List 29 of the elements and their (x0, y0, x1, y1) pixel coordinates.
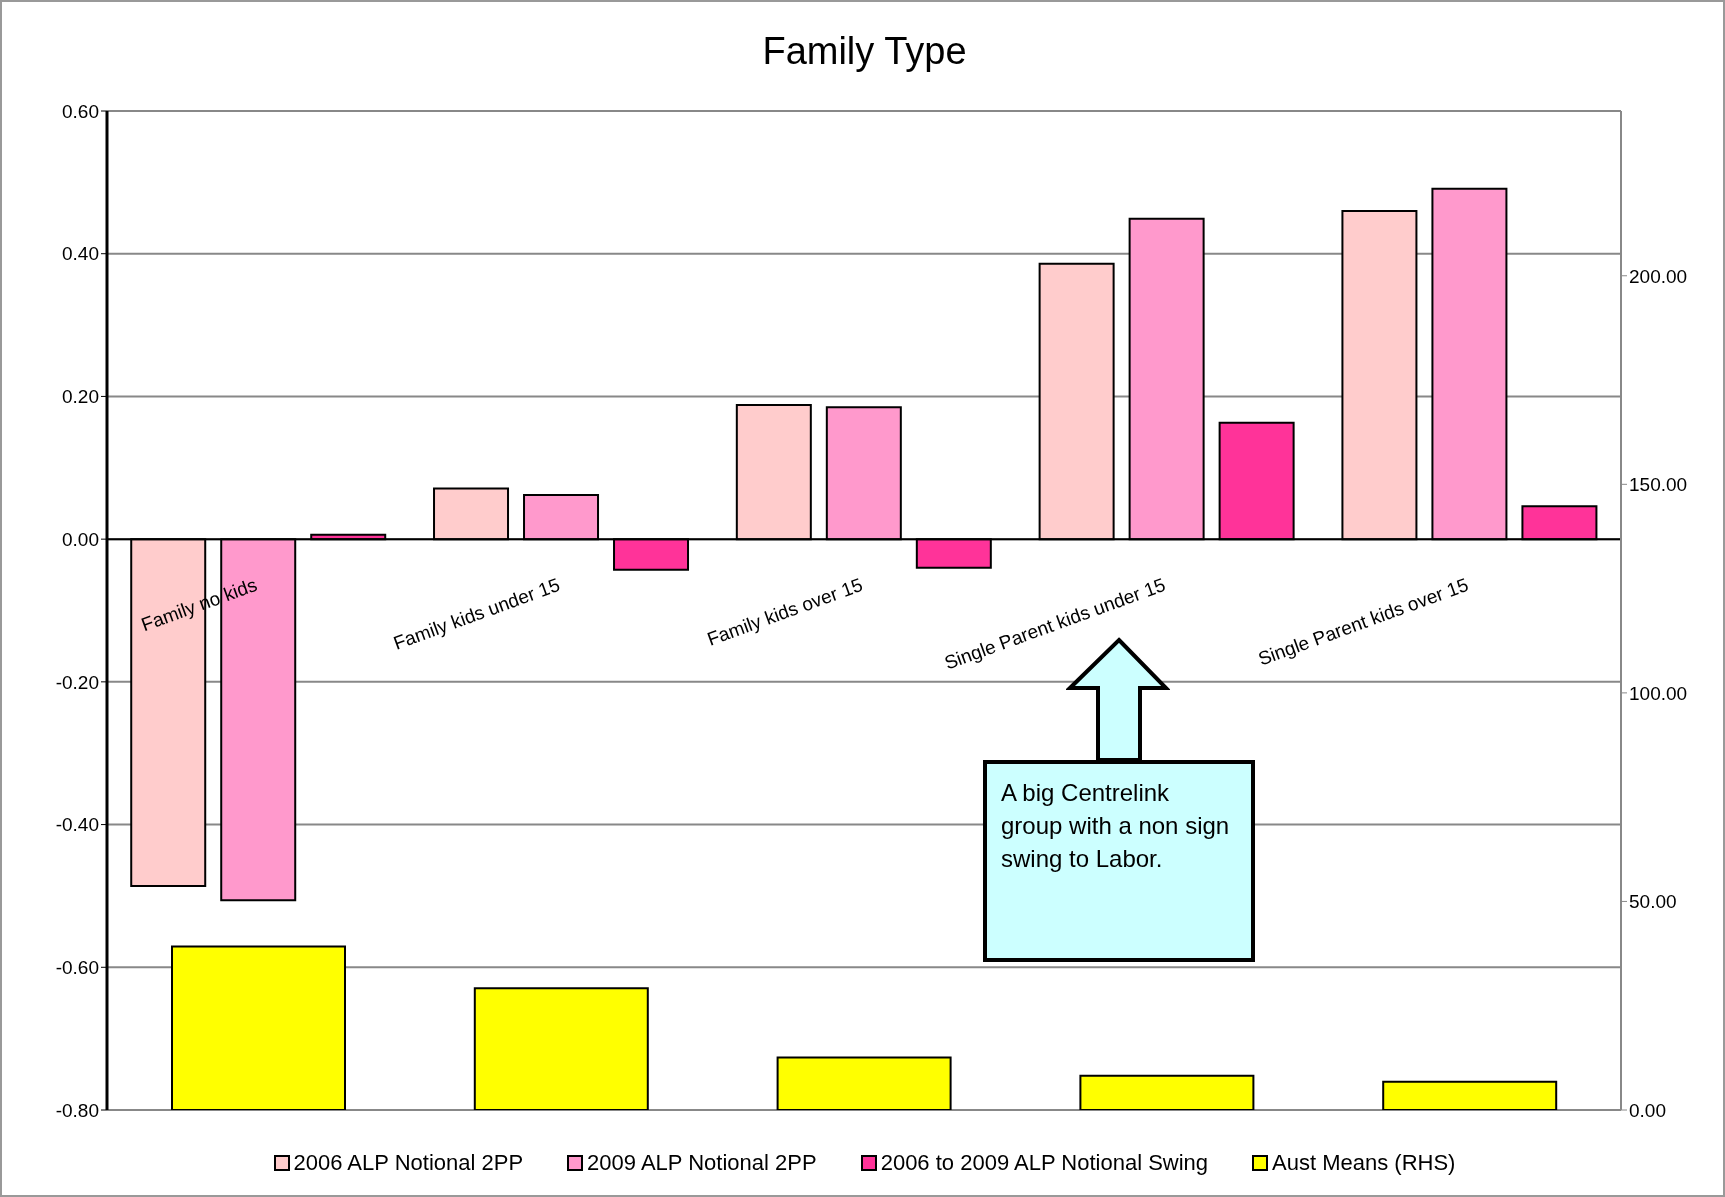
y-tick-label: -0.40 (55, 814, 99, 836)
y2-tick-label: 200.00 (1629, 265, 1688, 287)
y-tick-label: -0.20 (55, 671, 99, 693)
legend-label: 2006 ALP Notional 2PP (293, 1150, 524, 1176)
y-tick-label: 0.40 (62, 243, 99, 265)
x-tick-label: Family kids under 15 (390, 574, 563, 654)
x-tick-label: Single Parent kids under 15 (941, 574, 1169, 674)
callout-box: A big Centrelink group with a non sign swing to Labor. (983, 760, 1255, 962)
bar (171, 945, 346, 1110)
y-tick-label: 0.00 (62, 528, 99, 550)
y2-tick-label: 50.00 (1629, 891, 1677, 913)
y-tick-label: -0.80 (55, 1099, 99, 1121)
x-tick-label: Family no kids (138, 574, 260, 636)
legend-label: 2006 to 2009 ALP Notional Swing (880, 1150, 1209, 1176)
y-tick-label: 0.60 (62, 100, 99, 122)
bar (473, 987, 649, 1110)
bar (776, 1056, 952, 1110)
y2-tick-label: 0.00 (1629, 1099, 1666, 1121)
y2-tick-label: 150.00 (1629, 474, 1688, 496)
bar (1382, 1080, 1558, 1110)
y-tick-label: -0.60 (55, 957, 99, 979)
bar (1079, 1074, 1255, 1110)
x-tick-label: Single Parent kids over 15 (1255, 574, 1471, 670)
y2-tick-label: 100.00 (1629, 682, 1688, 704)
y-tick-label: 0.20 (62, 386, 99, 408)
legend-label: Aust Means (RHS) (1272, 1150, 1456, 1176)
legend-label: 2009 ALP Notional 2PP (587, 1150, 817, 1176)
x-tick-label: Family kids over 15 (704, 574, 866, 650)
chart-title: Family Type (761, 30, 968, 73)
